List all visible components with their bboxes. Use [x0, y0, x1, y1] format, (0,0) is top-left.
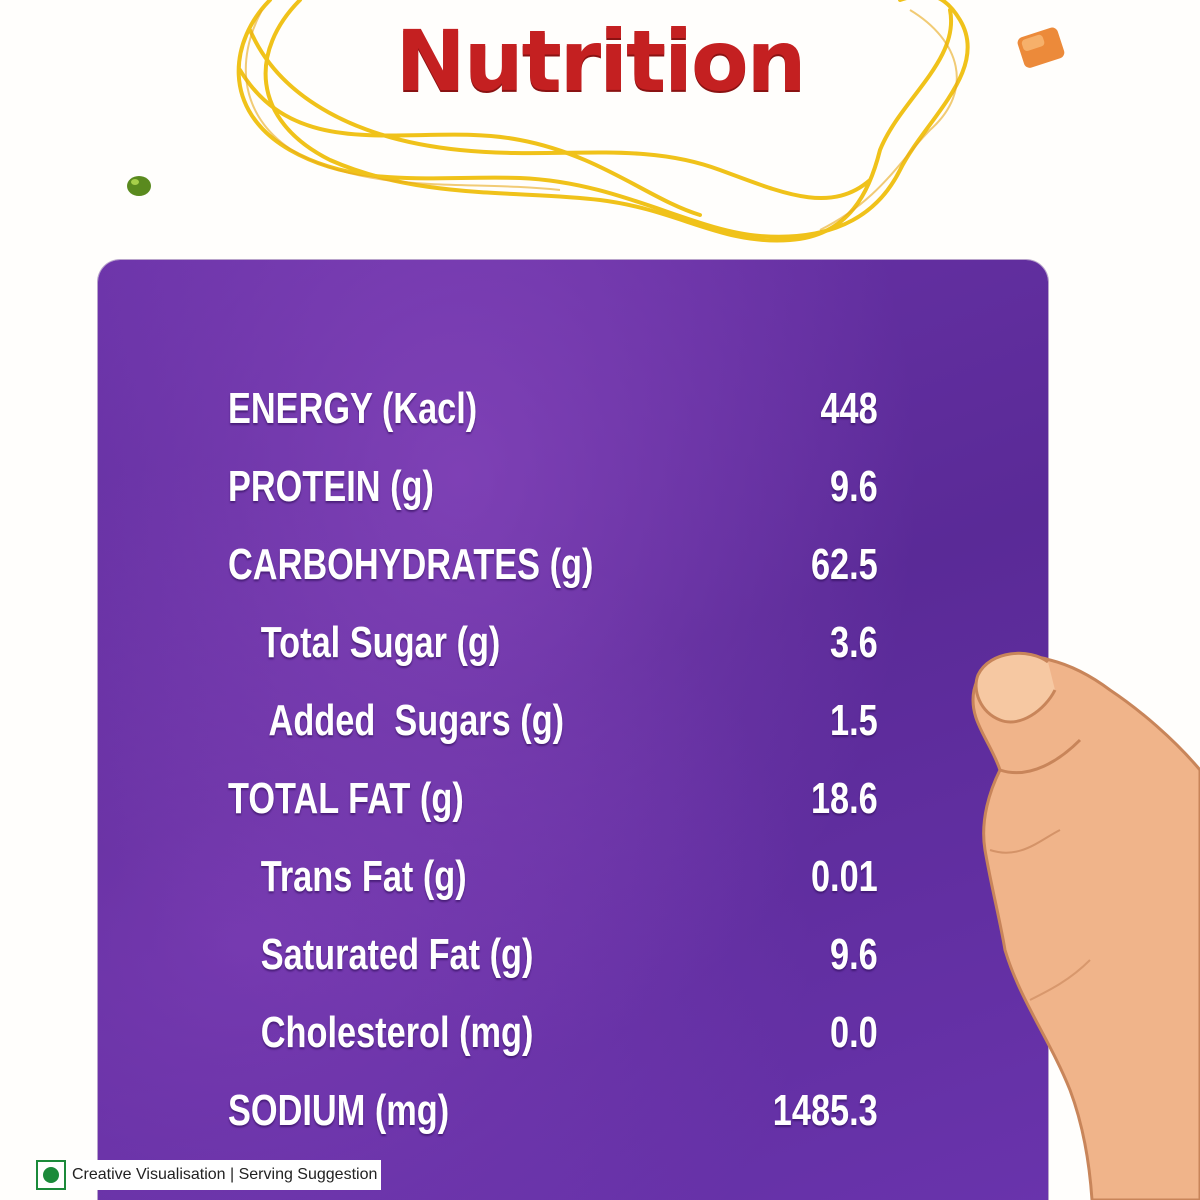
nutrient-label: SODIUM (mg): [228, 1086, 450, 1135]
nutrient-row-added-sugars: Added Sugars (g) 1.5: [228, 682, 878, 760]
nutrient-value: 1485.3: [772, 1086, 878, 1135]
nutrient-row-energy: ENERGY (Kacl) 448: [228, 370, 878, 448]
page-title: Nutrition: [395, 12, 807, 110]
nutrient-value: 0.0: [830, 1008, 878, 1057]
nutrient-row-sodium: SODIUM (mg) 1485.3: [228, 1072, 878, 1150]
nutrient-value: 448: [820, 384, 878, 433]
veg-symbol-icon: [36, 1160, 66, 1190]
footer-note: Creative Visualisation | Serving Suggest…: [36, 1160, 382, 1190]
nutrient-value: 62.5: [810, 540, 878, 589]
nutrient-label: TOTAL FAT (g): [228, 774, 464, 823]
nutrient-label: CARBOHYDRATES (g): [228, 540, 594, 589]
nutrient-row-carbohydrates: CARBOHYDRATES (g) 62.5: [228, 526, 878, 604]
nutrient-value: 0.01: [810, 852, 878, 901]
hand-illustration: [971, 651, 1200, 1200]
footer-text: Creative Visualisation | Serving Suggest…: [72, 1166, 378, 1183]
nutrient-label: Added Sugars (g): [268, 696, 565, 745]
nutrition-card: [98, 260, 1048, 1200]
nutrient-label: Cholesterol (mg): [260, 1008, 534, 1057]
nutrient-value: 18.6: [810, 774, 878, 823]
nutrient-row-protein: PROTEIN (g) 9.6: [228, 448, 878, 526]
nutrient-row-total-fat: TOTAL FAT (g) 18.6: [228, 760, 878, 838]
nutrient-label: Saturated Fat (g): [260, 930, 534, 979]
carrot-piece-icon: [1017, 27, 1065, 68]
nutrient-row-cholesterol: Cholesterol (mg) 0.0: [228, 994, 878, 1072]
nutrient-label: ENERGY (Kacl): [228, 384, 478, 433]
nutrient-label: Trans Fat (g): [260, 852, 467, 901]
nutrient-label: Total Sugar (g): [260, 618, 501, 667]
nutrient-row-total-sugar: Total Sugar (g) 3.6: [228, 604, 878, 682]
nutrient-row-trans-fat: Trans Fat (g) 0.01: [228, 838, 878, 916]
nutrient-label: PROTEIN (g): [228, 462, 434, 511]
nutrition-table: ENERGY (Kacl) 448 PROTEIN (g) 9.6 CARBOH…: [228, 370, 878, 1150]
noodle-swirl-decoration: [127, 0, 1065, 243]
nutrient-row-saturated-fat: Saturated Fat (g) 9.6: [228, 916, 878, 994]
nutrient-value: 3.6: [830, 618, 878, 667]
pea-icon: [127, 176, 151, 196]
nutrient-value: 9.6: [830, 930, 878, 979]
nutrient-value: 9.6: [830, 462, 878, 511]
nutrient-value: 1.5: [830, 696, 878, 745]
